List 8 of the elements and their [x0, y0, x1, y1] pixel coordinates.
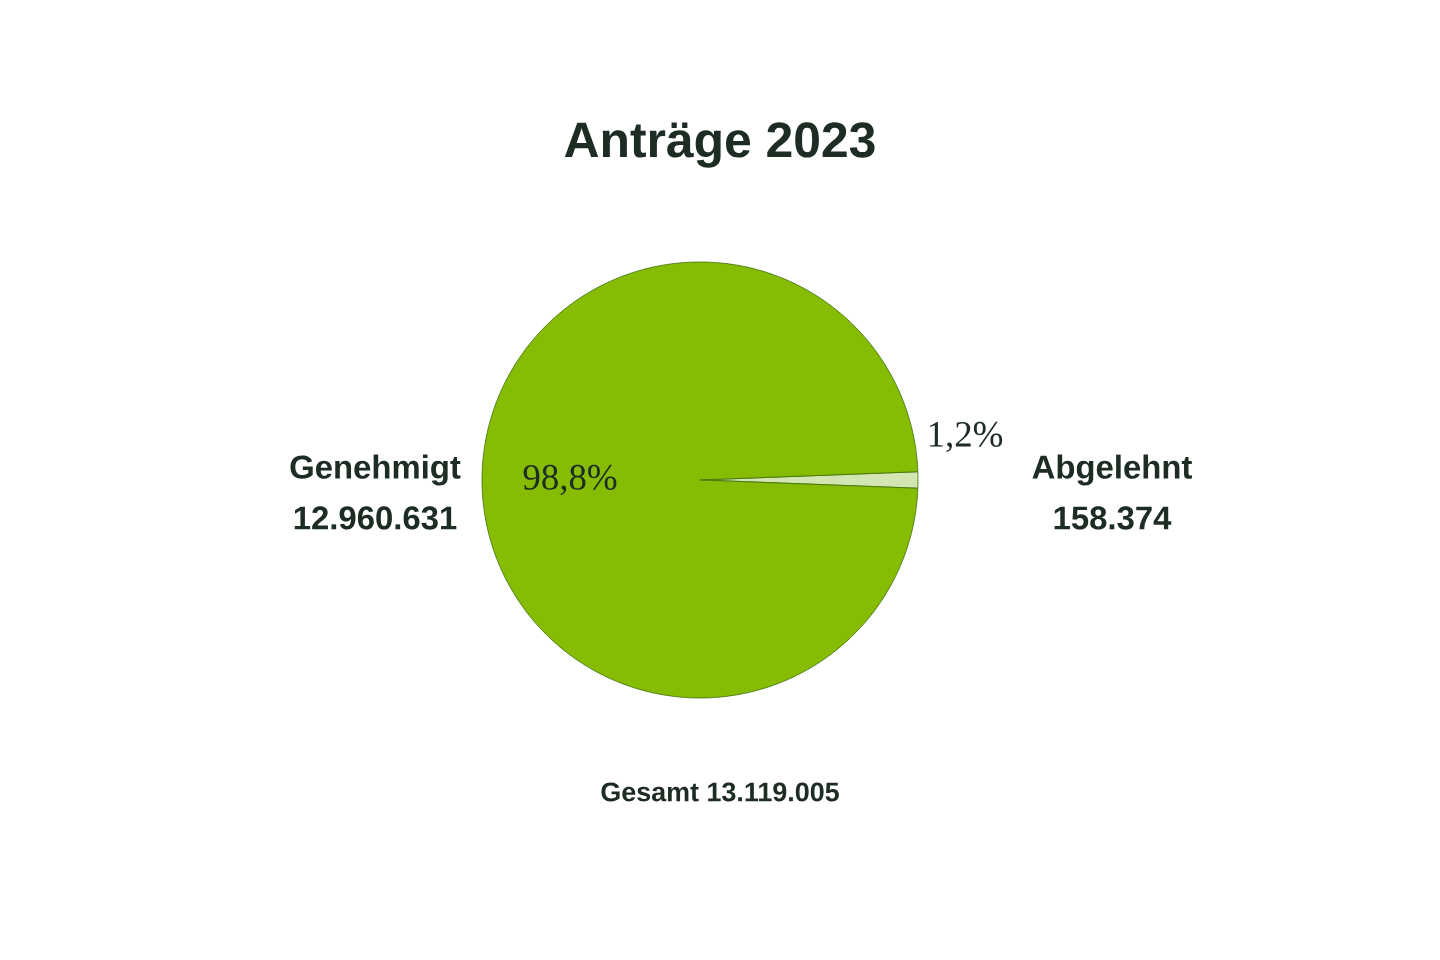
slice-label: Abgelehnt [1032, 454, 1192, 486]
slice-label: Genehmigt [290, 454, 461, 486]
data-label: 12.960.631 [294, 506, 457, 530]
text: Gesamt 13.119.005 [601, 782, 839, 802]
text: 1,2% [929, 421, 1003, 453]
chart-title: Anträge 2023 [564, 122, 875, 168]
text: 98,8% [523, 464, 617, 496]
data-label: 158.374 [1054, 506, 1172, 530]
